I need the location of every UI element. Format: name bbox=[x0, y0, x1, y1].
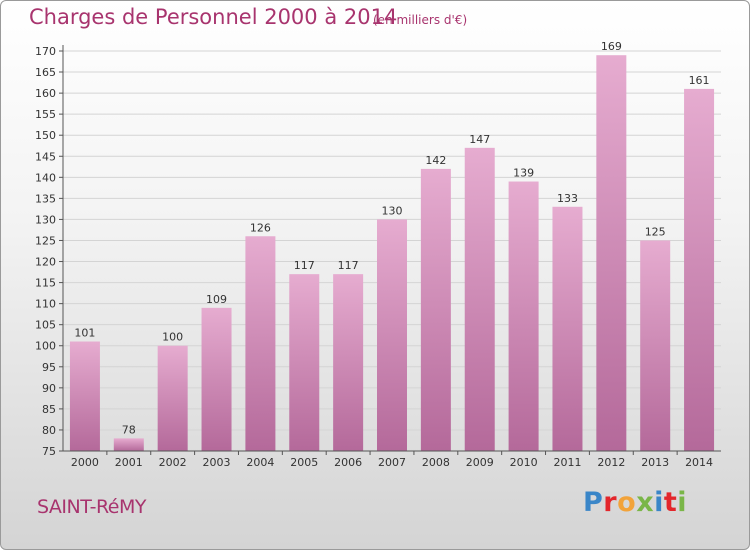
data-label: 126 bbox=[250, 221, 271, 234]
x-tick-label: 2004 bbox=[246, 456, 274, 469]
x-tick-label: 2010 bbox=[510, 456, 538, 469]
y-tick-label: 160 bbox=[35, 87, 56, 100]
bar bbox=[377, 219, 407, 451]
x-tick-label: 2000 bbox=[71, 456, 99, 469]
x-tick-label: 2008 bbox=[422, 456, 450, 469]
y-tick-label: 150 bbox=[35, 129, 56, 142]
y-axis: 75 80 85 90 95 100 105 110 115 120 125 130 135 140 145… bbox=[35, 45, 64, 458]
y-tick-label: 115 bbox=[35, 277, 56, 290]
bar bbox=[113, 438, 144, 451]
bar bbox=[464, 147, 495, 451]
x-tick-label: 2014 bbox=[685, 456, 713, 469]
y-tick-label: 135 bbox=[35, 192, 56, 205]
x-tick-label: 2002 bbox=[159, 456, 187, 469]
bar bbox=[552, 206, 583, 451]
data-label: 100 bbox=[162, 331, 183, 344]
bar bbox=[69, 341, 100, 451]
proxiti-logo: Proxiti bbox=[583, 487, 688, 518]
data-label: 142 bbox=[425, 154, 446, 167]
place-name: SAINT-RéMY bbox=[37, 496, 146, 518]
x-tick-label: 2005 bbox=[290, 456, 318, 469]
y-tick-label: 145 bbox=[35, 150, 56, 163]
y-tick-label: 165 bbox=[35, 66, 56, 79]
data-label: 109 bbox=[206, 293, 227, 306]
x-tick-label: 2006 bbox=[334, 456, 362, 469]
y-tick-label: 140 bbox=[35, 171, 56, 184]
data-label: 117 bbox=[294, 259, 315, 272]
bar bbox=[420, 168, 451, 452]
bar bbox=[333, 274, 364, 451]
data-label: 101 bbox=[74, 327, 95, 340]
data-label: 147 bbox=[469, 133, 490, 146]
y-tick-label: 125 bbox=[35, 234, 56, 247]
y-tick-label: 95 bbox=[42, 361, 56, 374]
data-label: 139 bbox=[513, 167, 534, 180]
x-tick-label: 2013 bbox=[641, 456, 669, 469]
y-tick-label: 90 bbox=[42, 382, 56, 395]
bar bbox=[201, 307, 232, 451]
x-tick-label: 2007 bbox=[378, 456, 406, 469]
data-labels: 101 78 100 109 126 117 117 130 142 147 139 133 169 12… bbox=[74, 40, 709, 436]
x-tick-label: 2012 bbox=[597, 456, 625, 469]
bar bbox=[157, 345, 188, 451]
y-tick-label: 110 bbox=[35, 298, 56, 311]
data-label: 78 bbox=[122, 423, 136, 436]
y-tick-label: 155 bbox=[35, 108, 56, 121]
x-tick-label: 2001 bbox=[115, 456, 143, 469]
bar bbox=[640, 240, 671, 451]
y-tick-label: 100 bbox=[35, 340, 56, 353]
bar bbox=[596, 55, 627, 452]
x-tick-label: 2003 bbox=[203, 456, 231, 469]
y-tick-label: 170 bbox=[35, 45, 56, 58]
data-label: 161 bbox=[689, 74, 710, 87]
x-tick-label: 2011 bbox=[553, 456, 581, 469]
bar bbox=[245, 236, 276, 451]
bars bbox=[69, 55, 715, 452]
y-tick-label: 120 bbox=[35, 256, 56, 269]
y-tick-label: 85 bbox=[42, 403, 56, 416]
y-tick-label: 105 bbox=[35, 319, 56, 332]
bar bbox=[684, 88, 715, 451]
chart-subtitle: (en milliers d'€) bbox=[373, 13, 468, 27]
data-label: 130 bbox=[382, 204, 403, 217]
y-tick-label: 75 bbox=[42, 445, 56, 458]
x-tick-label: 2009 bbox=[466, 456, 494, 469]
data-label: 117 bbox=[338, 259, 359, 272]
bar bbox=[508, 181, 539, 452]
chart-title: Charges de Personnel 2000 à 2014 bbox=[29, 5, 398, 29]
data-label: 125 bbox=[645, 225, 666, 238]
data-label: 169 bbox=[601, 40, 622, 53]
y-tick-label: 130 bbox=[35, 213, 56, 226]
x-axis: 2000 2001 2002 2003 2004 2005 2006 2007 2008 2009… bbox=[63, 450, 721, 469]
data-label: 133 bbox=[557, 192, 578, 205]
bar bbox=[289, 274, 320, 451]
y-tick-label: 80 bbox=[42, 424, 56, 437]
